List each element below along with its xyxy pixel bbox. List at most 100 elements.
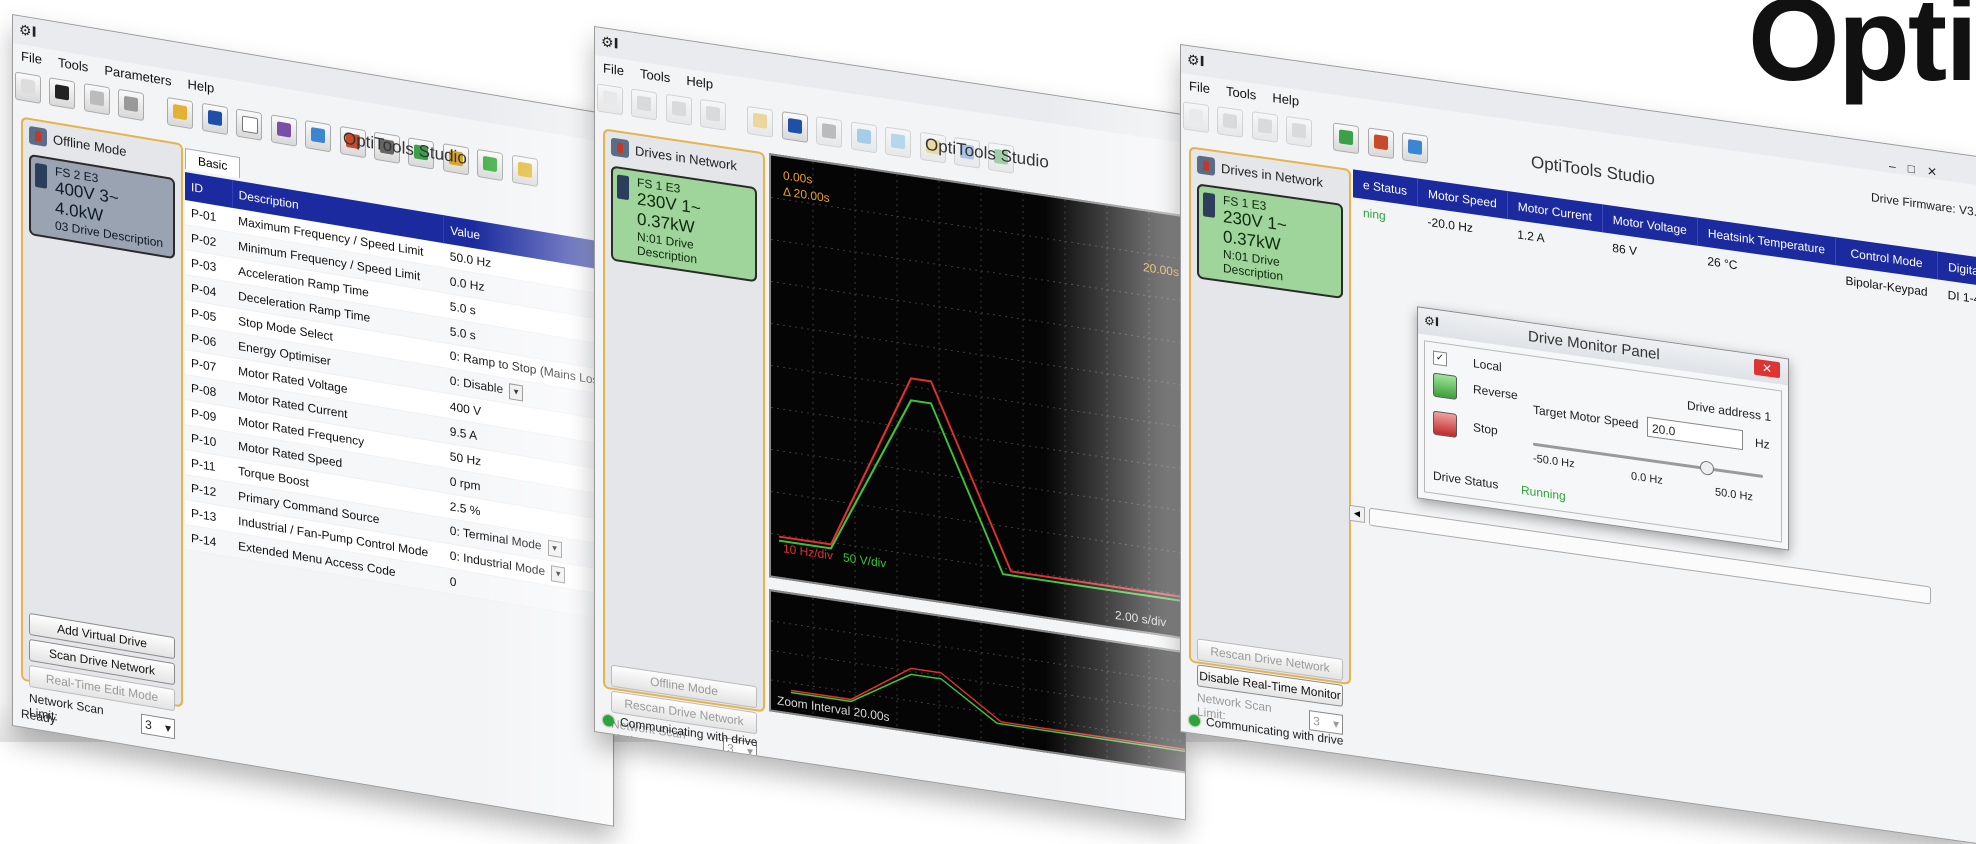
scope-plot: 0.00s Δ 20.00s 20.00s 10 Hz/div 50 V/div… [771, 161, 1186, 633]
stop-button[interactable] [1433, 410, 1457, 438]
cell-value-text: 0: Disable [449, 373, 504, 397]
menu-tools[interactable]: Tools [1225, 82, 1257, 103]
open-folder-icon[interactable] [167, 96, 194, 130]
drive-icon [617, 174, 629, 201]
menu-tools[interactable]: Tools [639, 65, 671, 85]
sidebar-title: Drives in Network [635, 142, 737, 173]
sidebar-title: Drives in Network [1221, 160, 1323, 190]
menu-tools[interactable]: Tools [57, 54, 89, 75]
list-view-icon[interactable] [15, 71, 41, 104]
scope-grid [771, 161, 1186, 633]
chevron-down-icon[interactable]: ▼ [547, 539, 562, 558]
network-icon[interactable] [1402, 132, 1429, 164]
save-icon[interactable] [201, 102, 228, 136]
drive-icon [35, 162, 47, 189]
print-icon[interactable] [816, 116, 843, 149]
sidebar: Offline Mode FS 2 E3 400V 3~ 4.0kW 03 Dr… [21, 116, 183, 740]
list-view-icon[interactable] [1183, 101, 1209, 134]
slider-min-label: -50.0 Hz [1533, 452, 1575, 471]
parameter-view-icon[interactable] [665, 93, 692, 126]
menu-file[interactable]: File [1189, 77, 1210, 96]
drive-status-value: Running [1521, 482, 1566, 504]
parameter-view-icon[interactable] [1251, 111, 1278, 143]
parameter-table: ID Description Value P-01 Maximum Frequen… [185, 171, 614, 624]
read-all-icon[interactable] [477, 148, 504, 182]
scope-view-icon[interactable] [1286, 115, 1313, 148]
zoom-display[interactable]: Zoom Interval 20.00s [769, 589, 1186, 775]
cell-value-text: 5.0 s [449, 324, 476, 343]
cursor-right-time: 20.00s [1143, 260, 1179, 279]
cell-value-text: 50 Hz [449, 449, 482, 469]
target-speed-input[interactable]: 20.0 [1647, 416, 1743, 451]
sidebar: Drives in Network FS 1 E3 230V 1~ 0.37kW… [603, 128, 765, 763]
menu-file[interactable]: File [603, 59, 624, 78]
drive-icon [1203, 192, 1215, 218]
drive-card[interactable]: FS 1 E3 230V 1~ 0.37kW N:01 Drive Descri… [1197, 183, 1343, 299]
target-speed-label: Target Motor Speed [1533, 402, 1639, 432]
cell-digital-input-status: DI 1-4: 1 0 0 1 [1947, 287, 1976, 313]
menu-help[interactable]: Help [187, 75, 215, 96]
cell-value-text: 2.5 % [449, 499, 481, 519]
cell-value-text: 0.0 Hz [449, 274, 485, 295]
scan-limit-select[interactable]: 3 ▾ [141, 713, 175, 740]
grid-line [771, 196, 1186, 261]
close-icon[interactable]: ✕ [1926, 163, 1937, 180]
grid-line [771, 238, 1186, 303]
drive-card[interactable]: FS 1 E3 230V 1~ 0.37kW N:01 Drive Descri… [611, 165, 757, 283]
read-drive-icon[interactable] [1333, 122, 1360, 155]
monitor-icon[interactable] [49, 77, 76, 110]
sidebar-title: Offline Mode [53, 131, 127, 159]
drive-network-icon [1197, 155, 1215, 176]
connection-led-icon [603, 713, 614, 727]
cell-value-text: 400 V [449, 399, 482, 419]
cell-value-text: 9.5 A [449, 424, 478, 443]
maximize-icon[interactable]: □ [1907, 161, 1915, 177]
parameter-view-icon[interactable] [83, 83, 110, 116]
minimize-icon[interactable]: – [1889, 158, 1896, 174]
copy-icon[interactable] [236, 108, 263, 141]
menu-help[interactable]: Help [686, 72, 714, 92]
chevron-down-icon: ▾ [1332, 716, 1339, 732]
grid-line [771, 322, 1186, 387]
chevron-down-icon[interactable]: ▼ [551, 565, 566, 584]
scale-green-label: 50 V/div [843, 550, 886, 570]
local-checkbox[interactable]: ✓ [1433, 350, 1447, 367]
connection-led-icon [1189, 713, 1200, 727]
monitor-icon[interactable] [1217, 106, 1244, 138]
scope-display[interactable]: 0.00s Δ 20.00s 20.00s 10 Hz/div 50 V/div… [769, 153, 1186, 641]
grid-line [771, 448, 1186, 513]
sidebar: Drives in Network FS 1 E3 230V 1~ 0.37kW… [1189, 146, 1351, 735]
trigger-icon[interactable] [850, 121, 877, 154]
scroll-left-icon[interactable]: ◀ [1349, 504, 1365, 524]
scan-limit-value: 3 [145, 717, 152, 733]
speed-slider-handle[interactable] [1699, 460, 1714, 476]
brand-wordmark: Opti [1748, 0, 1976, 106]
open-folder-icon[interactable] [747, 105, 774, 138]
monitor-icon[interactable] [631, 88, 658, 121]
save-icon[interactable] [781, 111, 808, 143]
run-button[interactable] [1433, 372, 1457, 400]
chevron-down-icon[interactable]: ▼ [509, 383, 524, 402]
monitor-window: ⚙I File Tools Help OptiTools Studio – □ … [1180, 44, 1976, 844]
menu-help[interactable]: Help [1272, 89, 1300, 109]
zoom-plot: Zoom Interval 20.00s [771, 597, 1186, 767]
compare-icon[interactable] [270, 114, 297, 147]
upload-icon[interactable] [305, 120, 332, 153]
cell-value-text: 0 rpm [449, 474, 481, 494]
stop-label: Stop [1473, 420, 1498, 438]
grid-line [771, 364, 1186, 429]
write-all-icon[interactable] [511, 154, 538, 187]
app-icon: ⚙I [1187, 51, 1205, 71]
list-view-icon[interactable] [597, 83, 623, 116]
scope-view-icon[interactable] [700, 98, 727, 131]
scope-view-icon[interactable] [118, 88, 145, 122]
app-icon: ⚙I [1424, 313, 1440, 330]
chevron-down-icon: ▾ [164, 720, 171, 736]
grid-line [771, 406, 1186, 471]
menu-file[interactable]: File [21, 48, 42, 67]
write-drive-icon[interactable] [1367, 127, 1394, 160]
slider-max-label: 50.0 Hz [1715, 486, 1753, 504]
scan-limit-value: 3 [1313, 713, 1320, 729]
waveform-icon[interactable] [885, 126, 912, 159]
close-icon[interactable]: ✕ [1754, 358, 1780, 379]
